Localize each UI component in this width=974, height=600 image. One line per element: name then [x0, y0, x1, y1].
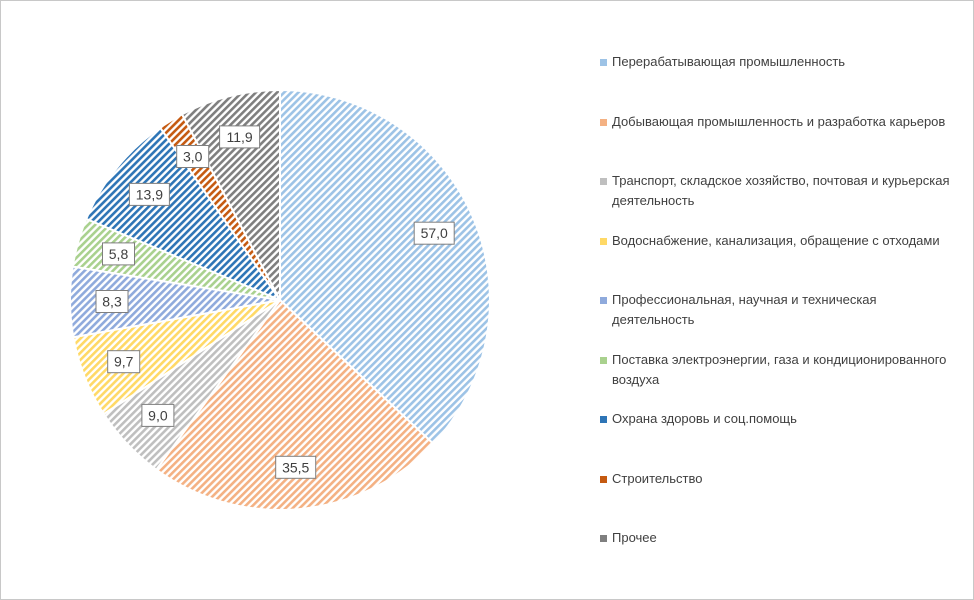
data-label-9: 11,9	[219, 125, 261, 149]
data-label-text: 3,0	[183, 149, 203, 165]
legend-item-5: Профессиональная, научная и техническая …	[600, 290, 950, 330]
data-label-4: 9,7	[107, 350, 141, 374]
legend-swatch	[600, 237, 607, 245]
legend-item-9: Прочее	[600, 528, 950, 548]
legend-item-1: Перерабатывающая промышленность	[600, 52, 950, 72]
data-label-2: 35,5	[275, 455, 317, 479]
legend-swatch	[600, 118, 607, 126]
data-label-box	[176, 145, 210, 168]
legend-swatch	[600, 297, 607, 304]
data-label-box	[219, 125, 261, 149]
legend-label: Охрана здоровь и соц.помощь	[612, 411, 797, 426]
legend-label: Строительство	[612, 470, 703, 486]
data-label-text: 35,5	[282, 459, 309, 475]
pie-slices	[69, 88, 491, 511]
data-label-box	[95, 290, 129, 313]
legend-swatch	[600, 416, 607, 423]
legend-label: Водоснабжение, канализация, обращение с …	[612, 232, 940, 248]
data-label-box	[102, 242, 135, 266]
data-label-box	[107, 350, 141, 374]
legend-item-7: Охрана здоровь и соц.помощь	[600, 409, 950, 429]
data-label-text: 57,0	[421, 225, 448, 241]
legend-label: Прочее	[612, 530, 657, 545]
legend-swatch	[600, 475, 607, 483]
data-label-box	[141, 403, 175, 427]
pie-slice-7	[84, 126, 283, 303]
data-label-text: 5,8	[109, 246, 129, 262]
legend-label: Профессиональная, научная и техническая …	[612, 292, 877, 327]
legend-swatch	[600, 178, 607, 185]
legend-item-6: Поставка электроэнергии, газа и кондицио…	[600, 350, 950, 390]
data-label-3: 9,0	[141, 403, 175, 427]
data-label-7: 13,9	[128, 182, 170, 206]
legend-swatch	[600, 356, 607, 364]
pie-slice-1	[279, 88, 491, 446]
pie-slice-2	[154, 298, 435, 511]
legend-swatch	[600, 59, 607, 66]
data-label-8: 3,0	[176, 145, 210, 168]
data-label-box	[413, 221, 455, 245]
data-label-text: 9,0	[148, 407, 168, 423]
legend-item-3: Транспорт, складское хозяйство, почтовая…	[600, 171, 950, 211]
legend-label: Поставка электроэнергии, газа и кондицио…	[612, 351, 947, 387]
data-label-5: 8,3	[95, 290, 129, 313]
data-label-box	[128, 182, 170, 206]
data-label-1: 57,0	[413, 221, 455, 245]
data-label-box	[275, 455, 317, 479]
data-label-text: 8,3	[102, 294, 122, 310]
legend-item-2: Добывающая промышленность и разработка к…	[600, 112, 950, 132]
legend-swatch	[600, 535, 607, 542]
data-label-text: 13,9	[136, 186, 163, 202]
legend-label: Перерабатывающая промышленность	[612, 54, 846, 69]
legend-item-8: Строительство	[600, 469, 950, 489]
data-label-text: 11,9	[226, 129, 252, 145]
data-label-text: 9,7	[114, 354, 134, 370]
legend-label: Транспорт, складское хозяйство, почтовая…	[612, 173, 950, 208]
pie-data-labels: 57,0 35,5 9,0 9,7 8,3 5,8 13,9 3,0 11,9	[95, 125, 455, 479]
legend-item-4: Водоснабжение, канализация, обращение с …	[600, 231, 950, 251]
legend-label: Добывающая промышленность и разработка к…	[612, 113, 946, 129]
data-label-6: 5,8	[102, 242, 135, 266]
